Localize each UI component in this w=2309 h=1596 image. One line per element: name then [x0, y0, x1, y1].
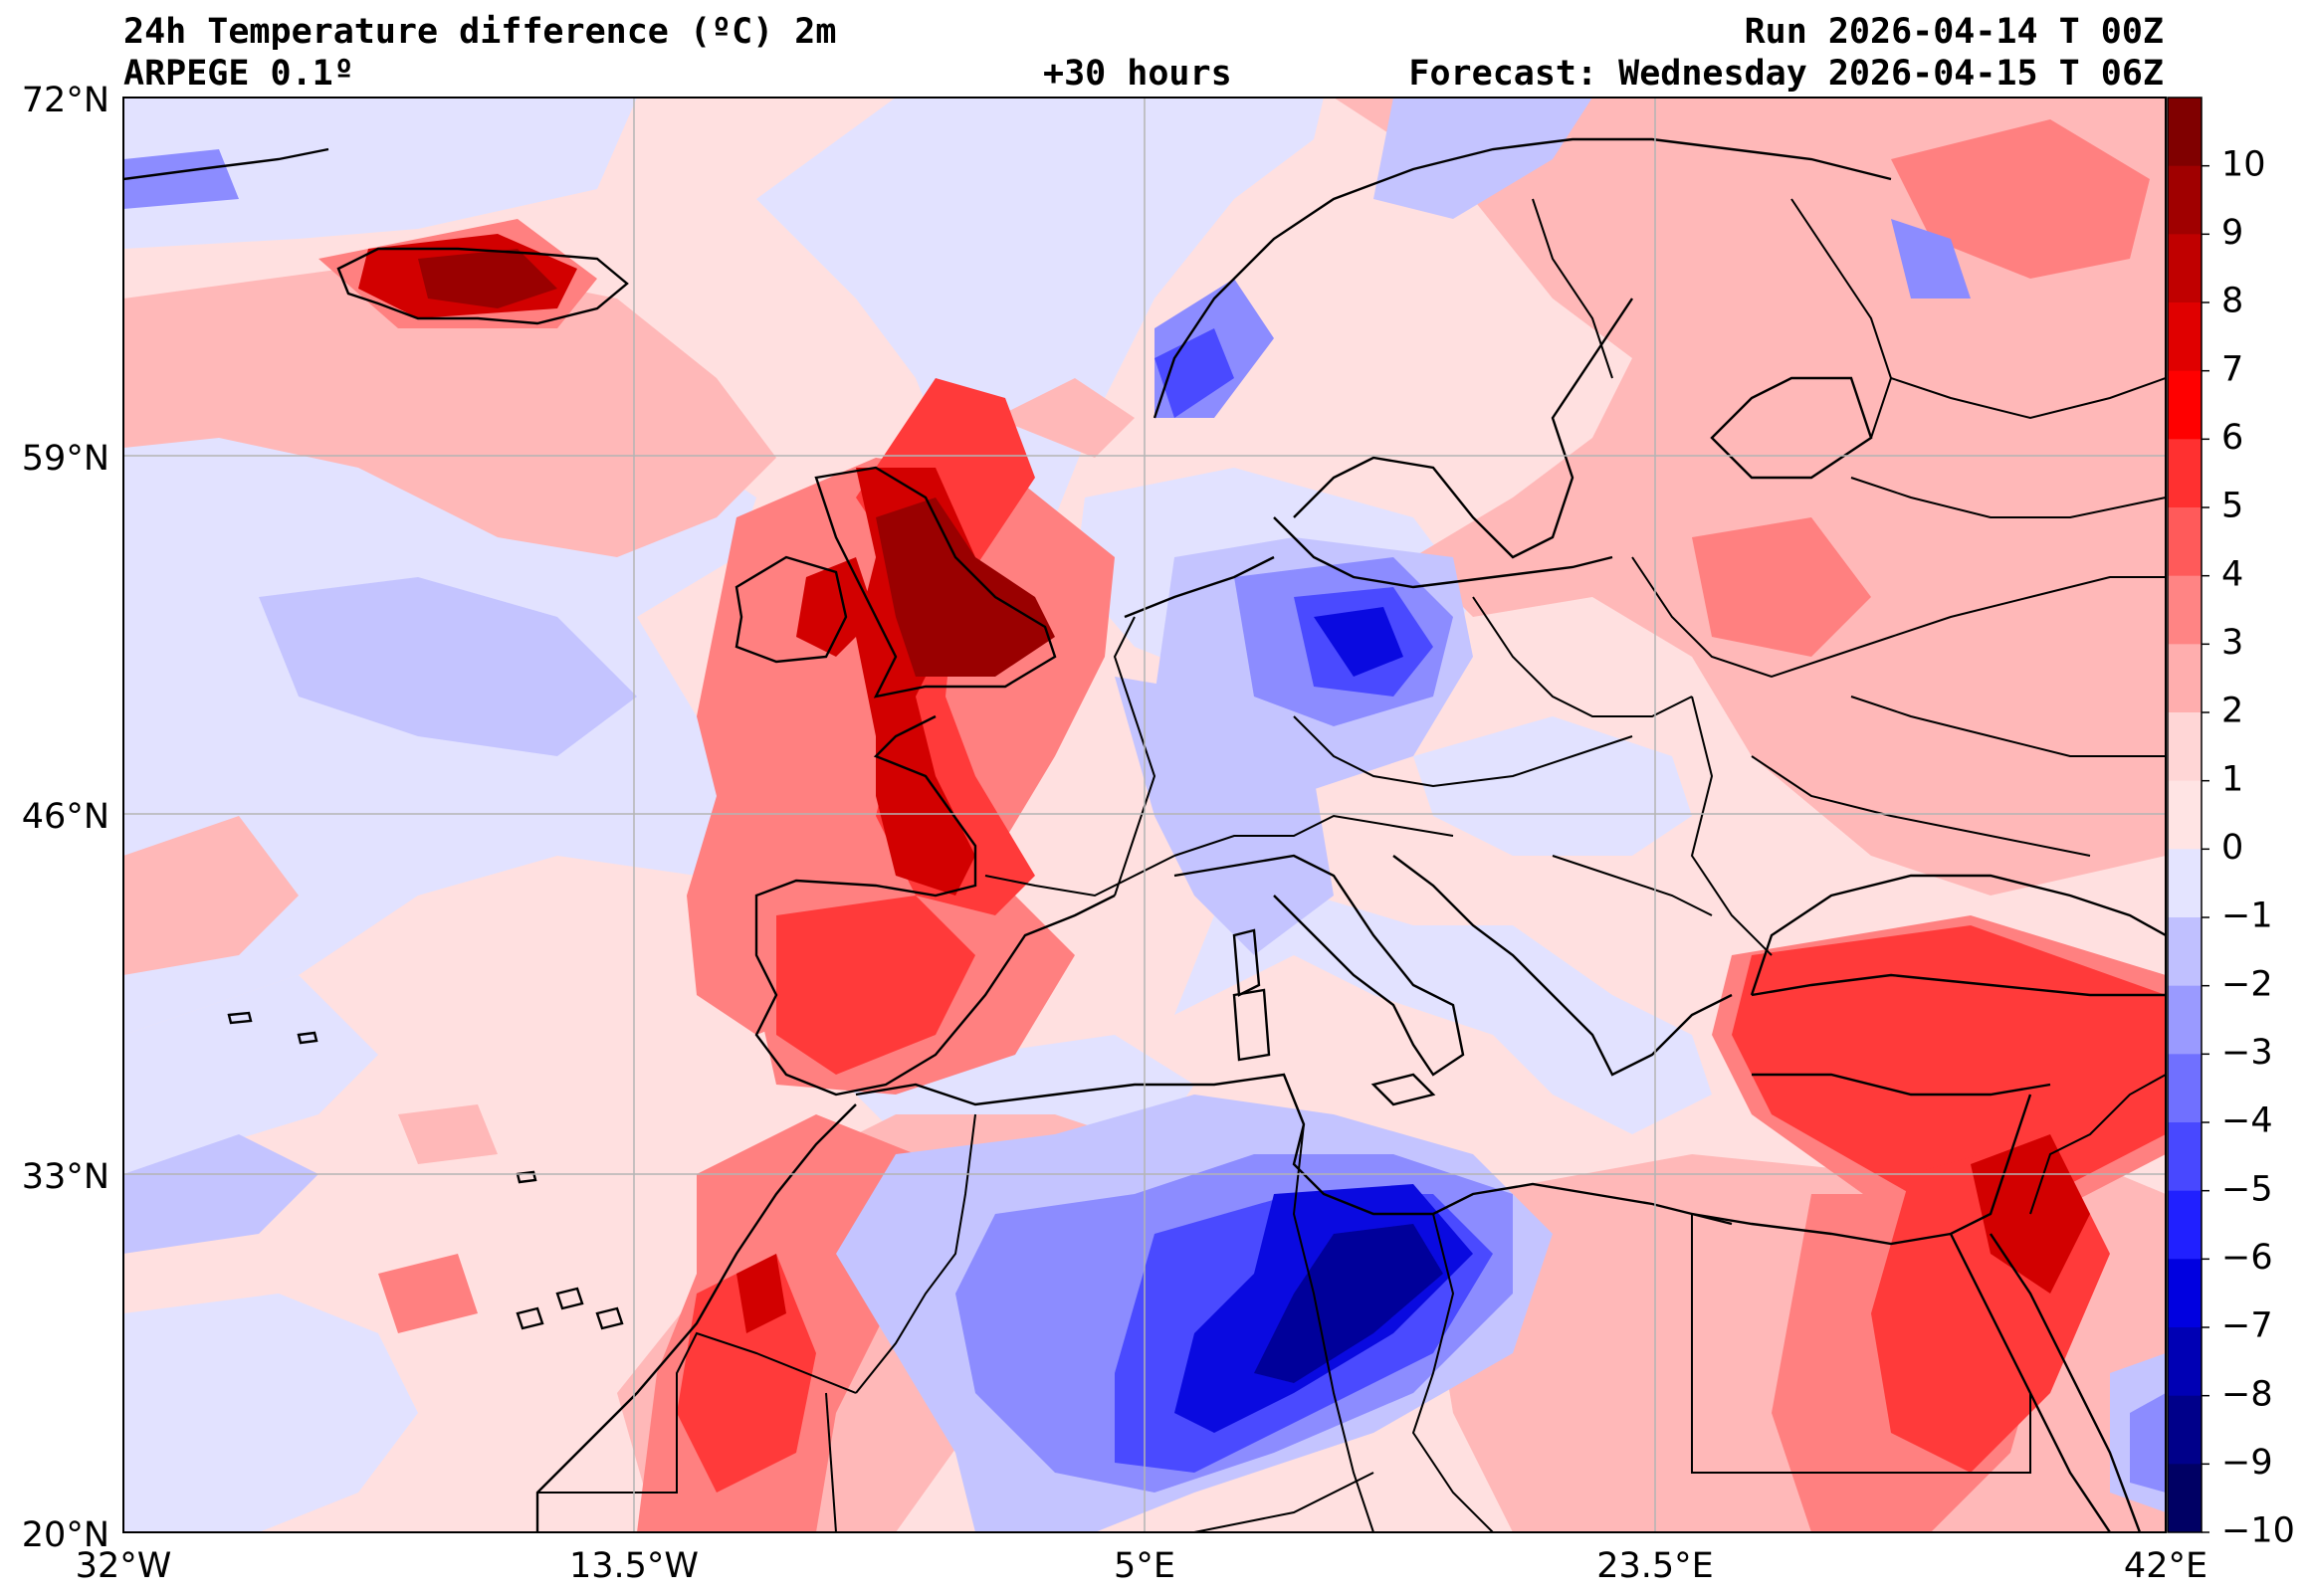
colorbar-swatch [2168, 1054, 2202, 1123]
colorbar-label: −5 [2221, 1169, 2273, 1209]
colorbar-swatch [2168, 1190, 2202, 1260]
colorbar-label: 0 [2221, 828, 2243, 868]
x-axis-labels: 32°W 13.5°W 5°E 23.5°E 42°E [76, 1546, 2207, 1586]
colorbar-swatch [2168, 302, 2202, 372]
colorbar-swatch [2168, 370, 2202, 440]
colorbar-swatch [2168, 234, 2202, 303]
warm-areas-extreme [418, 249, 1055, 677]
colorbar-swatch [2168, 575, 2202, 645]
colorbar-label: −7 [2221, 1306, 2273, 1346]
colorbar-label: 2 [2221, 692, 2243, 731]
y-tick-label: 33°N [22, 1157, 109, 1197]
colorbar-label: −1 [2221, 897, 2273, 936]
colorbar-label: 4 [2221, 554, 2243, 594]
colorbar-swatch [2168, 780, 2202, 850]
y-tick-label: 72°N [22, 81, 109, 120]
coastlines [123, 137, 2166, 1532]
colorbar-swatch [2168, 507, 2202, 577]
y-tick-label: 59°N [22, 439, 109, 479]
run-label: Run 2026-04-14 T 00Z [1744, 12, 2164, 52]
x-tick-label: 5°E [1114, 1546, 1175, 1586]
x-tick-label: 13.5°W [569, 1546, 699, 1586]
colorbar-label: −9 [2221, 1443, 2273, 1483]
x-tick-label: 32°W [76, 1546, 172, 1586]
colorbar-swatch [2168, 98, 2202, 167]
lat-lon-grid [123, 98, 2166, 1532]
forecast-valid-label: Forecast: Wednesday 2026-04-15 T 06Z [1408, 54, 2164, 94]
country-borders [537, 198, 2166, 1532]
colorbar-label: −6 [2221, 1238, 2273, 1278]
y-tick-label: 20°N [22, 1515, 109, 1555]
colorbar-swatch [2168, 849, 2202, 918]
colorbar-label: 1 [2221, 759, 2243, 799]
y-tick-label: 46°N [22, 797, 109, 837]
colorbar-swatch [2168, 1327, 2202, 1397]
colorbar-label: 10 [2221, 144, 2266, 184]
colorbar-swatch [2168, 712, 2202, 782]
colorbar-swatch [2168, 917, 2202, 987]
colorbar-swatch [2168, 439, 2202, 508]
colorbar-label: 8 [2221, 282, 2243, 321]
colorbar-label: −8 [2221, 1374, 2273, 1414]
colorbar-swatch [2168, 1464, 2202, 1533]
colorbar-label: 5 [2221, 487, 2243, 526]
colorbar-frame [2167, 97, 2203, 1533]
colorbar-label: 7 [2221, 349, 2243, 389]
colorbar-label: 6 [2221, 418, 2243, 458]
colorbar-label: 9 [2221, 213, 2243, 253]
colorbar-swatch [2168, 1395, 2202, 1465]
colorbar-swatch [2168, 644, 2202, 713]
model-label: ARPEGE 0.1º [123, 54, 354, 94]
colorbar-swatch [2168, 985, 2202, 1055]
colorbar-swatch [2168, 1122, 2202, 1192]
colorbar-label: 3 [2221, 623, 2243, 663]
colorbar-label: −10 [2221, 1511, 2295, 1551]
y-axis-labels: 72°N 59°N 46°N 33°N 20°N [22, 81, 109, 1555]
lead-time-label: +30 hours [1043, 54, 1232, 94]
chart-title: 24h Temperature difference (ºC) 2m [123, 12, 837, 52]
x-tick-label: 23.5°E [1596, 1546, 1714, 1586]
x-tick-label: 42°E [2124, 1546, 2207, 1586]
colorbar-label: −3 [2221, 1033, 2273, 1073]
colorbar-swatch [2168, 1259, 2202, 1328]
colorbar-swatch [2168, 165, 2202, 235]
colorbar-label: −2 [2221, 964, 2273, 1004]
cool-areas-extreme [1254, 1224, 1443, 1383]
colorbar-label: −4 [2221, 1101, 2273, 1141]
plot-frame [122, 97, 2167, 1533]
temperature-field [123, 98, 2166, 1532]
